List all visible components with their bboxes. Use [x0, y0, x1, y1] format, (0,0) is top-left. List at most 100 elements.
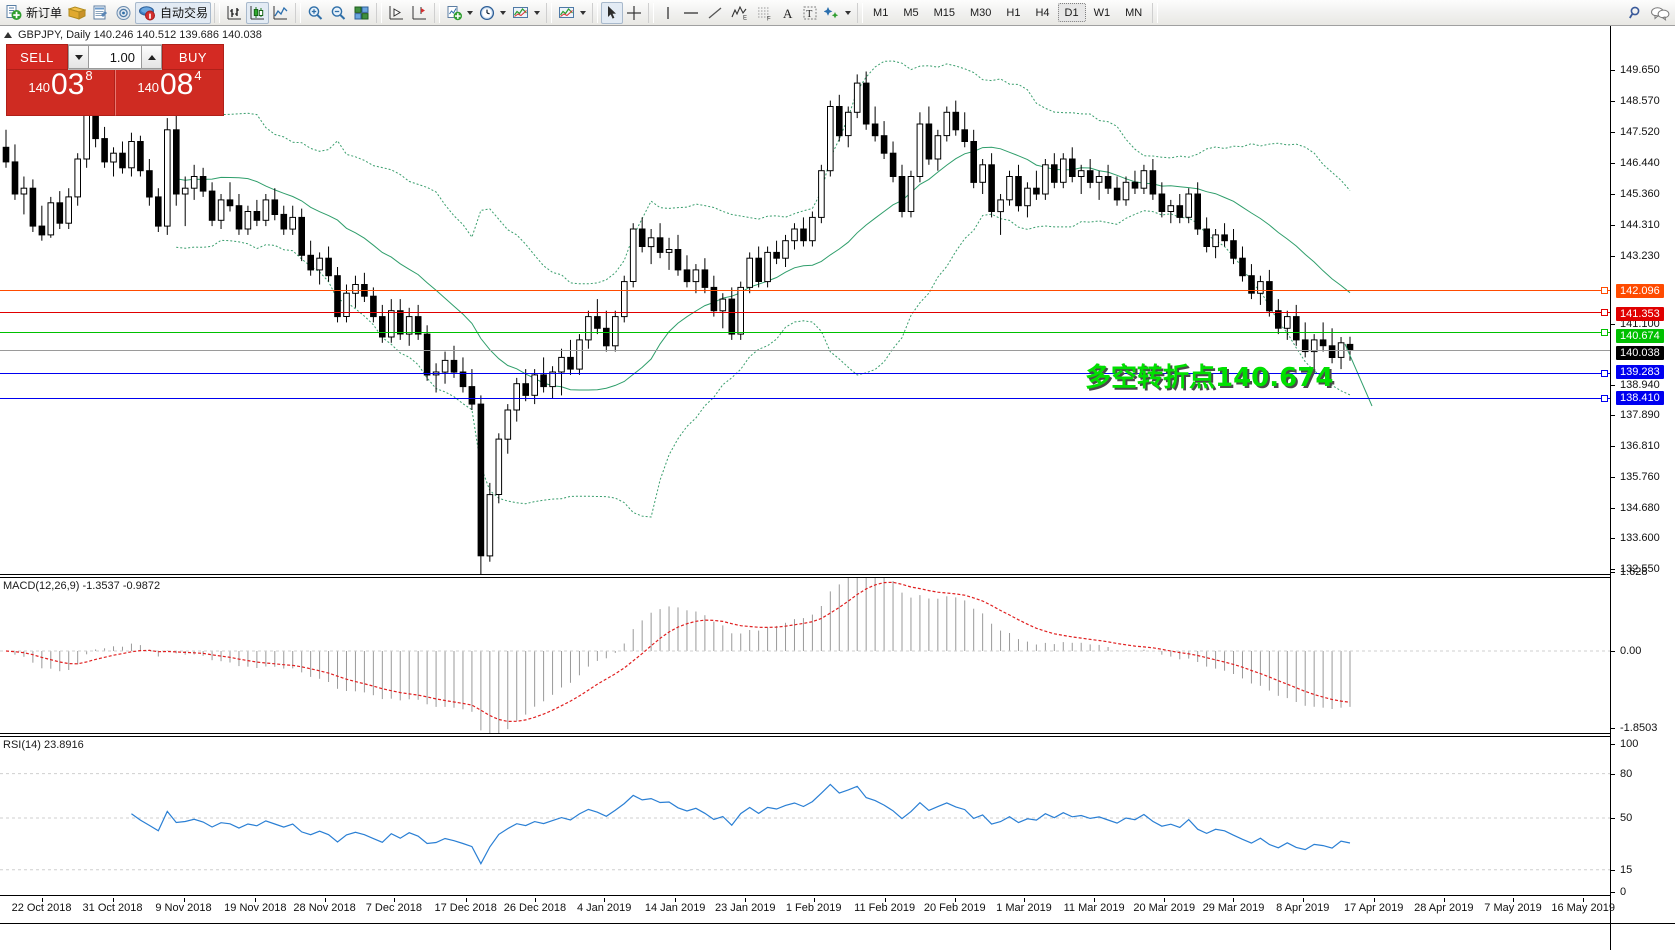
price-level-line-140.674[interactable] [0, 331, 1610, 333]
collapse-triangle-icon[interactable] [4, 32, 12, 38]
charts-list-button[interactable] [555, 2, 589, 24]
crosshair-tool-button[interactable] [623, 2, 645, 24]
candle-body [647, 237, 655, 248]
fibonacci-tool-button[interactable]: F [753, 2, 777, 24]
date-axis[interactable]: 22 Oct 2018 31 Oct 2018 9 Nov 2018 19 Nov 2… [0, 898, 1615, 920]
candle-body [1266, 281, 1273, 312]
chevron-down-icon[interactable] [534, 10, 541, 15]
buy-button[interactable]: BUY [162, 44, 224, 70]
date-tick-label: 17 Dec 2018 [434, 902, 497, 914]
price-level-line-139.283[interactable] [0, 372, 1610, 374]
autotrading-button[interactable]: 自动交易 [135, 1, 212, 24]
price-level-handle[interactable] [1601, 369, 1608, 377]
timeframe-w1[interactable]: W1 [1093, 6, 1111, 19]
macd-axis[interactable]: 1.628 0.00 -1.8503 [1610, 26, 1675, 746]
toolbar-separator-5 [546, 2, 553, 23]
price-level-handle[interactable] [1601, 394, 1608, 402]
last-price-label[interactable]: 140.038 [1616, 346, 1664, 360]
rsi-axis[interactable]: 100 80 50 15 0 [1610, 26, 1675, 916]
market-watch-button[interactable] [89, 2, 112, 24]
price-level-handle[interactable] [1601, 328, 1608, 336]
resistance-line-1-label[interactable]: 142.096 [1616, 284, 1664, 298]
line-chart-button[interactable] [269, 2, 292, 24]
candle-body [621, 281, 628, 318]
volume-decrease-button[interactable] [68, 45, 89, 69]
sell-button[interactable]: SELL [6, 44, 68, 70]
price-level-line-140.038[interactable] [0, 350, 1610, 352]
bar-chart-button[interactable] [223, 2, 246, 24]
timeframe-m15[interactable]: M15 [933, 6, 955, 19]
pivot-line-label[interactable]: 140.674 [1616, 329, 1664, 343]
chevron-down-icon[interactable] [580, 10, 587, 15]
chevron-down-icon[interactable] [500, 10, 507, 15]
timeframe-d1[interactable]: D1 [1057, 3, 1086, 22]
date-tick-label: 7 Dec 2018 [365, 902, 422, 914]
price-tick [1611, 132, 1615, 133]
navigator-button[interactable] [112, 2, 135, 24]
shapes-tool-button[interactable] [821, 2, 854, 24]
chart-area[interactable]: GBPJPY, Daily 140.246 140.512 139.686 14… [0, 26, 1675, 950]
vertical-line-tool-button[interactable] [657, 2, 679, 24]
indicators-button[interactable] [443, 2, 476, 24]
rsi-svg [0, 773, 1610, 871]
volume-increase-button[interactable] [141, 45, 162, 69]
profiles-button[interactable] [65, 2, 89, 24]
auto-scroll-button[interactable] [385, 2, 408, 24]
bid-price-box[interactable]: 140 03 8 [6, 69, 115, 116]
resistance-line-2-label[interactable]: 141.353 [1616, 307, 1664, 321]
price-level-handle[interactable] [1601, 287, 1608, 295]
zoom-out-button[interactable] [327, 2, 350, 24]
chevron-down-icon[interactable] [845, 10, 852, 15]
timeframe-m5[interactable]: M5 [903, 6, 919, 19]
macd-pane[interactable]: MACD(12,26,9) -1.3537 -0.9872 [0, 578, 1610, 733]
chevron-down-icon[interactable] [467, 10, 474, 15]
support-line-2-label[interactable]: 138.410 [1616, 391, 1664, 405]
candle-body [253, 211, 261, 221]
support-line-1-label[interactable]: 139.283 [1616, 365, 1664, 379]
templates-button[interactable] [509, 2, 543, 24]
candle-body [979, 164, 987, 183]
price-pane[interactable] [0, 26, 1610, 574]
price-level-handle[interactable] [1601, 309, 1608, 317]
candle-body [701, 269, 709, 288]
candle-body [773, 251, 780, 259]
candle-body [361, 284, 368, 297]
price-level-line-141.353[interactable] [0, 312, 1610, 314]
one-click-trading-panel[interactable]: SELL 1.00 BUY 140 03 8 140 08 4 [6, 44, 224, 116]
horizontal-line-tool-button[interactable] [679, 2, 703, 24]
price-level-line-142.096[interactable] [0, 290, 1610, 292]
tile-windows-button[interactable] [350, 2, 373, 24]
trendline-tool-button[interactable] [703, 2, 727, 24]
timeframe-m30[interactable]: M30 [970, 6, 992, 19]
chart-shift-button[interactable] [408, 2, 431, 24]
candle-body [710, 286, 718, 312]
timeframe-h1[interactable]: H1 [1006, 6, 1021, 19]
rsi-pane[interactable]: RSI(14) 23.8916 [0, 737, 1610, 895]
svg-text:E: E [743, 15, 747, 21]
timeframe-mn[interactable]: MN [1125, 6, 1143, 19]
volume-stepper[interactable]: 1.00 [68, 44, 162, 70]
text-label-tool-button[interactable]: T [799, 2, 821, 24]
cursor-tool-button[interactable] [601, 1, 624, 24]
rsi-tick [1611, 774, 1615, 775]
zoom-in-button[interactable] [304, 2, 327, 24]
periods-button[interactable] [476, 2, 509, 24]
elliott-wave-tool-button[interactable]: E [727, 2, 753, 24]
price-level-line-138.41[interactable] [0, 397, 1610, 399]
search-button[interactable] [1625, 2, 1647, 24]
new-order-button[interactable]: 新订单 [2, 2, 65, 24]
chart-annotation[interactable]: 多空转折点140.674 [1085, 363, 1334, 393]
candle-body [262, 199, 270, 221]
ask-price-box[interactable]: 140 08 4 [115, 69, 224, 116]
price-tick [1611, 569, 1615, 570]
rsi-pane-divider-bottom [0, 895, 1610, 896]
bid-price-prefix: 140 [28, 80, 51, 95]
volume-input[interactable]: 1.00 [89, 45, 141, 69]
candlestick-chart-button[interactable] [246, 1, 270, 24]
timeframe-h4[interactable]: H4 [1035, 6, 1050, 19]
text-tool-button[interactable]: A [777, 2, 799, 24]
timeframe-m1[interactable]: M1 [873, 6, 889, 19]
price-axis[interactable]: 149.650 148.570 147.520 146.440 145.360 144.3… [1610, 26, 1675, 575]
candle-body [1337, 342, 1345, 358]
community-chat-button[interactable] [1647, 2, 1673, 24]
